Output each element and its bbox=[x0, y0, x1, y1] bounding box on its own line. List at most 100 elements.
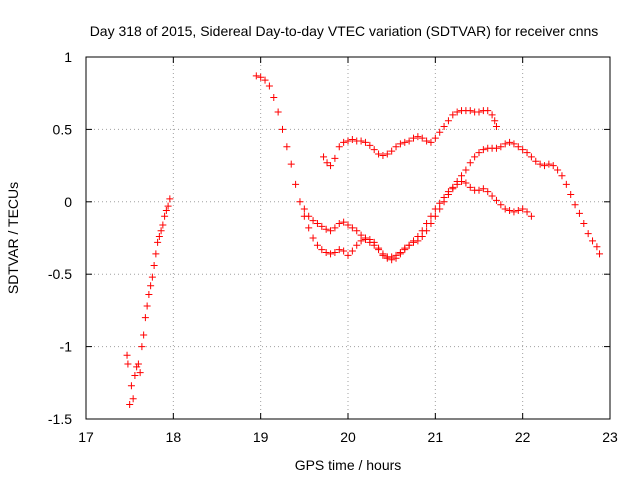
data-point bbox=[501, 140, 509, 148]
data-point bbox=[497, 201, 505, 209]
data-point bbox=[562, 180, 570, 188]
data-point bbox=[133, 363, 141, 371]
data-point bbox=[166, 195, 174, 203]
data-point bbox=[331, 248, 339, 256]
y-tick-label: 0.5 bbox=[53, 121, 73, 137]
data-point bbox=[462, 166, 470, 174]
data-point bbox=[427, 212, 435, 220]
data-point bbox=[589, 237, 597, 245]
data-point bbox=[523, 208, 531, 216]
data-point bbox=[532, 157, 540, 165]
data-point bbox=[423, 220, 431, 228]
series-segment-late bbox=[300, 138, 604, 261]
data-point bbox=[318, 222, 326, 230]
data-point bbox=[131, 372, 139, 380]
data-point bbox=[501, 205, 509, 213]
data-point bbox=[353, 227, 361, 235]
x-tick-label: 19 bbox=[253, 429, 269, 445]
x-tick-label: 18 bbox=[166, 429, 182, 445]
data-point bbox=[313, 241, 321, 249]
data-point bbox=[414, 133, 422, 141]
data-point bbox=[145, 290, 153, 298]
data-point bbox=[427, 138, 435, 146]
data-point bbox=[462, 179, 470, 187]
data-point bbox=[159, 221, 167, 229]
data-point bbox=[392, 143, 400, 151]
axes-ticks: 17 18 19 20 21 22 23 -1.5 -1 -0.5 0 0.5 1 bbox=[48, 49, 618, 445]
data-point bbox=[405, 137, 413, 145]
data-point bbox=[449, 183, 457, 191]
data-point bbox=[584, 230, 592, 238]
data-point bbox=[575, 209, 583, 217]
data-point bbox=[361, 138, 369, 146]
data-point bbox=[519, 205, 527, 213]
data-point bbox=[536, 160, 544, 168]
y-tick-label: -0.5 bbox=[48, 266, 72, 282]
y-tick-label: 1 bbox=[64, 49, 72, 65]
data-point bbox=[466, 107, 474, 115]
data-point bbox=[388, 253, 396, 261]
data-point bbox=[164, 202, 172, 210]
data-point bbox=[143, 302, 151, 310]
data-point bbox=[370, 241, 378, 249]
data-point bbox=[466, 159, 474, 167]
data-point bbox=[475, 108, 483, 116]
data-point bbox=[327, 250, 335, 258]
data-point bbox=[549, 162, 557, 170]
data-point bbox=[296, 198, 304, 206]
data-point bbox=[475, 149, 483, 157]
data-point bbox=[150, 262, 158, 270]
data-points bbox=[123, 72, 604, 409]
data-point bbox=[305, 212, 313, 220]
data-point bbox=[261, 76, 269, 84]
data-point bbox=[527, 212, 535, 220]
data-point bbox=[148, 273, 156, 281]
data-point bbox=[431, 134, 439, 142]
data-point bbox=[138, 343, 146, 351]
data-point bbox=[152, 250, 160, 258]
data-point bbox=[331, 224, 339, 232]
x-tick-label: 20 bbox=[340, 429, 356, 445]
data-point bbox=[484, 107, 492, 115]
data-point bbox=[124, 360, 132, 368]
data-point bbox=[136, 369, 144, 377]
data-point bbox=[357, 231, 365, 239]
data-point bbox=[436, 199, 444, 207]
data-point bbox=[252, 72, 260, 80]
data-point bbox=[479, 185, 487, 193]
data-point bbox=[335, 143, 343, 151]
data-point bbox=[514, 143, 522, 151]
data-point bbox=[405, 241, 413, 249]
data-point bbox=[154, 238, 162, 246]
data-point bbox=[510, 140, 518, 148]
data-point bbox=[270, 94, 278, 102]
data-point bbox=[519, 146, 527, 154]
data-point bbox=[596, 250, 604, 258]
data-point bbox=[155, 233, 163, 241]
data-point bbox=[488, 111, 496, 119]
data-point bbox=[366, 238, 374, 246]
data-point bbox=[322, 248, 330, 256]
data-point bbox=[300, 205, 308, 213]
y-tick-label: 0 bbox=[64, 194, 72, 210]
y-tick-label: -1.5 bbox=[48, 411, 72, 427]
data-point bbox=[361, 235, 369, 243]
x-tick-label: 22 bbox=[515, 429, 531, 445]
chart-title: Day 318 of 2015, Sidereal Day-to-day VTE… bbox=[90, 23, 599, 39]
data-point bbox=[510, 208, 518, 216]
data-point bbox=[340, 218, 348, 226]
data-point bbox=[129, 395, 137, 403]
data-point bbox=[357, 137, 365, 145]
data-point bbox=[410, 237, 417, 245]
data-point bbox=[123, 351, 131, 359]
x-tick-label: 23 bbox=[602, 429, 618, 445]
data-point bbox=[140, 331, 148, 339]
data-point bbox=[161, 212, 169, 220]
data-point bbox=[418, 134, 426, 142]
data-point bbox=[348, 247, 356, 255]
data-point bbox=[375, 150, 383, 158]
data-point bbox=[292, 180, 300, 188]
data-point bbox=[366, 141, 374, 149]
data-point bbox=[527, 153, 535, 161]
data-point bbox=[331, 154, 339, 162]
